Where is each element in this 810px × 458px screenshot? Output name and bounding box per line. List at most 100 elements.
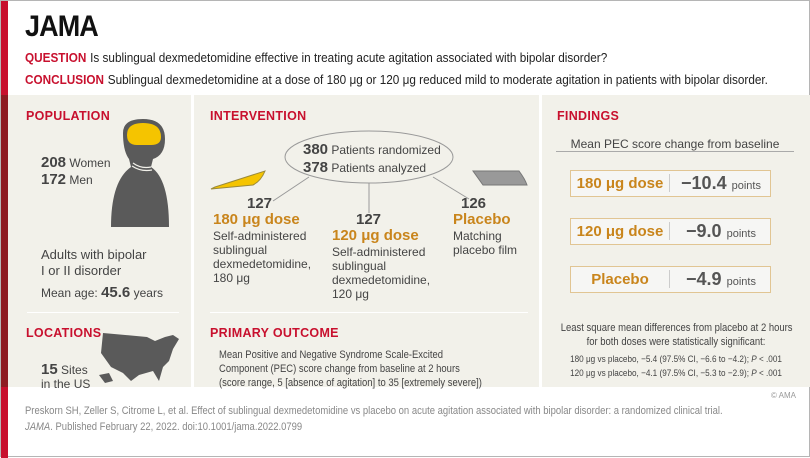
citation: Preskorn SH, Zeller S, Citrome L, et al.…	[25, 405, 723, 417]
arm-desc: sublingual	[213, 243, 268, 257]
accent-bar	[1, 387, 8, 458]
arm-desc: Self-administered	[213, 229, 307, 243]
arm-n: 127	[247, 195, 273, 212]
conclusion-label: CONCLUSION	[25, 73, 104, 87]
divider	[210, 312, 528, 313]
citation-journal: JAMA. Published February 22, 2022. doi:1…	[25, 421, 302, 433]
result-180: 180 μg dose −10.4 points	[570, 170, 771, 197]
primary-outcome-title: PRIMARY OUTCOME	[210, 326, 339, 340]
stat-text: 120 μg vs placebo, −4.1 (97.5% CI, −5.3 …	[570, 368, 749, 379]
analyzed-number: 378	[303, 159, 329, 176]
arm-desc: 180 μg	[213, 271, 250, 285]
sites-number: 15	[41, 361, 58, 378]
outcome-line: (score range, 5 [absence of agitation] t…	[219, 377, 482, 389]
population-title: POPULATION	[26, 109, 111, 123]
desc-line: I or II disorder	[41, 263, 122, 278]
conclusion: CONCLUSION Sublingual dexmedetomidine at …	[25, 73, 768, 87]
stat-120: 120 μg vs placebo, −4.1 (97.5% CI, −5.3 …	[561, 367, 791, 381]
result-value: −10.4 points	[671, 173, 771, 194]
age-label: Mean age:	[41, 286, 98, 300]
arm-desc: placebo film	[453, 243, 518, 257]
analyzed-count: 378 Patients analyzed	[303, 159, 427, 176]
unit: points	[726, 276, 756, 288]
findings-subtitle: Mean PEC score change from baseline	[570, 137, 780, 151]
population-description: Adults with bipolar I or II disorder	[41, 247, 147, 279]
age-value: 45.6	[101, 284, 131, 301]
analyzed-label: Patients analyzed	[331, 161, 427, 175]
randomized-count: 380 Patients randomized	[303, 141, 441, 158]
randomized-label: Patients randomized	[331, 143, 441, 157]
findings-note: Least square mean differences from place…	[560, 321, 793, 349]
arm-n: 126	[461, 195, 487, 212]
arm-desc: sublingual	[332, 259, 387, 273]
result-label: 120 μg dose	[576, 223, 664, 240]
arm-desc: Self-administered	[332, 245, 426, 259]
locations-title: LOCATIONS	[26, 326, 102, 340]
journal-name: JAMA	[25, 421, 51, 433]
divider	[27, 312, 179, 313]
question-text: Is sublingual dexmedetomidine effective …	[90, 51, 608, 65]
connector-line	[432, 176, 470, 200]
gray-film-icon	[472, 170, 528, 186]
p-value: < .001	[758, 368, 782, 379]
stat-text: 180 μg vs placebo, −5.4 (97.5% CI, −6.6 …	[570, 354, 749, 365]
connector-line	[272, 176, 310, 202]
value: −9.0	[686, 221, 722, 241]
men-count: 172 Men	[41, 171, 93, 188]
intervention-title: INTERVENTION	[210, 109, 307, 123]
question: QUESTION Is sublingual dexmedetomidine ef…	[25, 51, 607, 65]
arm-name: 120 μg dose	[332, 227, 419, 244]
arm-n: 127	[356, 211, 382, 228]
arm-desc: Matching	[453, 229, 502, 243]
arm-name: Placebo	[453, 211, 511, 228]
arm-desc: 120 μg	[332, 287, 369, 301]
note-line: for both doses were statistically signif…	[586, 336, 766, 348]
conclusion-text: Sublingual dexmedetomidine at a dose of …	[107, 73, 768, 87]
result-120: 120 μg dose −9.0 points	[570, 218, 771, 245]
divider	[556, 151, 794, 152]
value: −10.4	[681, 173, 727, 193]
unit: points	[731, 180, 761, 192]
desc-line: Adults with bipolar	[41, 247, 147, 262]
p-label: P	[751, 354, 757, 365]
mean-age: Mean age: 45.6 years	[41, 284, 163, 301]
value: −4.9	[686, 269, 722, 289]
copyright: © AMA	[771, 391, 797, 400]
publication-info: . Published February 22, 2022. doi:10.10…	[50, 421, 303, 433]
result-value: −9.0 points	[671, 221, 771, 242]
age-unit: years	[133, 286, 163, 300]
question-label: QUESTION	[25, 51, 87, 65]
arm-desc: dexmedetomidine,	[213, 257, 312, 271]
outcome-line: Mean Positive and Negative Syndrome Scal…	[219, 349, 444, 361]
primary-outcome-text: Mean Positive and Negative Syndrome Scal…	[219, 348, 482, 390]
result-label: Placebo	[591, 271, 649, 288]
p-label: P	[751, 368, 757, 379]
accent-bar	[1, 1, 8, 95]
arm-placebo: 126 Placebo Matching placebo film	[453, 195, 518, 257]
women-count: 208 Women	[41, 154, 111, 171]
randomized-number: 380	[303, 141, 329, 158]
result-value: −4.9 points	[671, 269, 771, 290]
sites-label: Sites	[61, 363, 88, 377]
accent-bar	[1, 95, 8, 387]
sites-count: 15 Sites in the US	[41, 361, 90, 391]
arm-name: 180 μg dose	[213, 211, 300, 228]
stat-180: 180 μg vs placebo, −5.4 (97.5% CI, −6.6 …	[561, 353, 791, 367]
result-label: 180 μg dose	[576, 175, 664, 192]
unit: points	[726, 228, 756, 240]
note-line: Least square mean differences from place…	[560, 322, 793, 334]
men-number: 172	[41, 171, 67, 188]
findings-title: FINDINGS	[557, 109, 620, 123]
men-label: Men	[69, 173, 93, 187]
outcome-line: Component (PEC) score change from baseli…	[219, 363, 460, 375]
arm-desc: dexmedetomidine,	[332, 273, 431, 287]
us-map-icon	[99, 333, 179, 383]
arm-180: 127 180 μg dose Self-administered subling…	[213, 195, 312, 285]
result-placebo: Placebo −4.9 points	[570, 266, 771, 293]
randomization-diagram	[210, 130, 528, 213]
arm-120: 127 120 μg dose Self-administered subling…	[332, 211, 431, 301]
women-number: 208	[41, 154, 67, 171]
p-value: < .001	[758, 354, 782, 365]
intervention-panel	[194, 95, 539, 387]
